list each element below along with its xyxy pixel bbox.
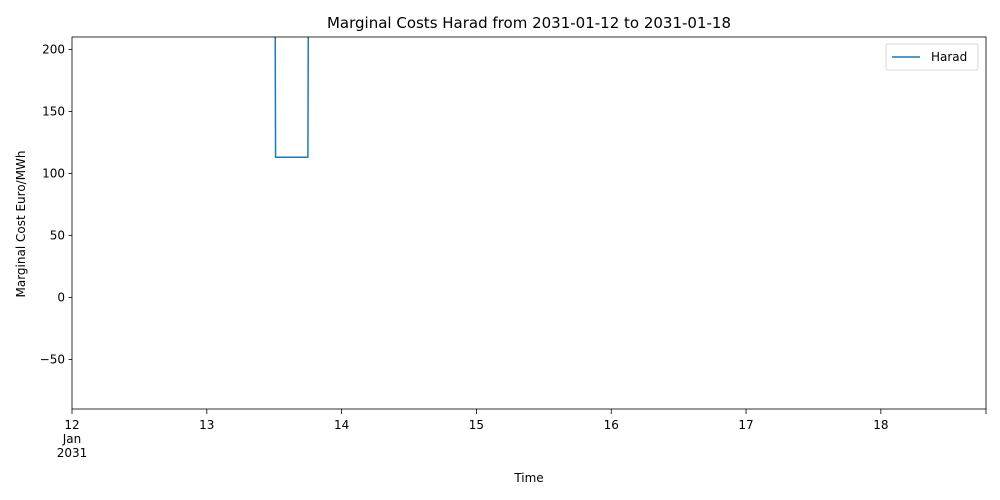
y-tick-label: 100 [42,166,65,180]
plot-frame [71,36,987,410]
legend-box [885,43,979,71]
y-tick-label: 0 [57,290,65,304]
x-tick-label: 16 [604,418,619,432]
x-tick-label: 13 [199,418,214,432]
x-tick-label: Jan [62,432,82,446]
chart-title: Marginal Costs Harad from 2031-01-12 to … [327,14,731,32]
legend-label: Harad [931,50,967,64]
y-tick-label: 150 [42,104,65,118]
y-axis-title: Marginal Cost Euro/MWh [14,150,28,297]
x-tick-label: 14 [334,418,349,432]
x-axis-title: Time [513,471,543,485]
series-line-harad [274,37,309,159]
x-tick-label: 18 [873,418,888,432]
y-tick-label: −50 [40,352,65,366]
x-tick-label: 2031 [57,446,88,460]
y-tick-label: 200 [42,42,65,56]
x-tick-label: 17 [738,418,753,432]
y-tick-label: 50 [50,228,65,242]
x-tick-label: 12 [64,418,79,432]
x-tick-label: 15 [469,418,484,432]
